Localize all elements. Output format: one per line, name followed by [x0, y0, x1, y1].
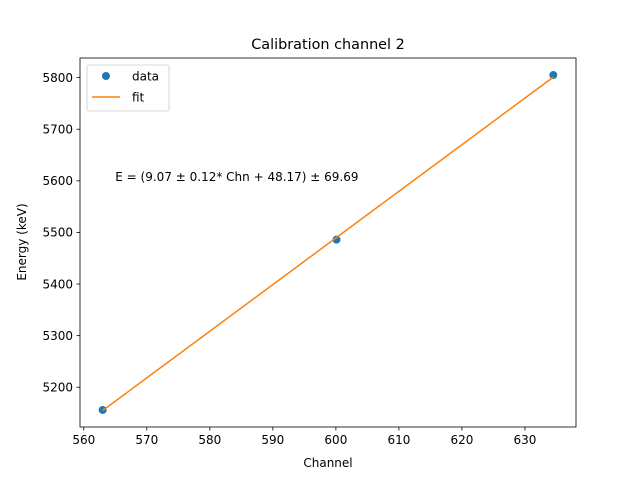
x-tick-label: 570: [135, 433, 158, 447]
y-tick-label: 5800: [42, 71, 73, 85]
data-point: [549, 71, 558, 80]
legend-label: fit: [132, 90, 145, 104]
fit-equation-annotation: E = (9.07 ± 0.12* Chn + 48.17) ± 69.69: [115, 170, 358, 184]
axes-frame: [79, 57, 577, 428]
y-axis-label: Energy (keV): [15, 203, 29, 280]
y-tick-label: 5700: [42, 123, 73, 137]
legend: data fit: [86, 64, 170, 112]
y-tick-label: 5200: [42, 381, 73, 395]
legend-label: data: [132, 69, 159, 83]
fit-line: [102, 76, 554, 412]
x-tick-label: 600: [324, 433, 347, 447]
x-tick-label: 620: [450, 433, 473, 447]
x-tick-label: 580: [198, 433, 221, 447]
y-tick-label: 5500: [42, 226, 73, 240]
x-tick-label: 560: [72, 433, 95, 447]
y-tick-label: 5400: [42, 277, 73, 291]
y-tick-label: 5300: [42, 329, 73, 343]
legend-marker-swatch: [102, 72, 110, 80]
x-tick-label: 590: [261, 433, 284, 447]
y-tick-label: 5600: [42, 174, 73, 188]
chart-title: Calibration channel 2: [251, 37, 405, 53]
x-axis-label: Channel: [303, 456, 352, 470]
plot-area: 560 570 580 590 600 610 620 630 5200 5300 5400 5500…: [42, 57, 577, 447]
data-point: [332, 235, 341, 244]
x-tick-label: 610: [387, 433, 410, 447]
x-tick-label: 630: [513, 433, 536, 447]
